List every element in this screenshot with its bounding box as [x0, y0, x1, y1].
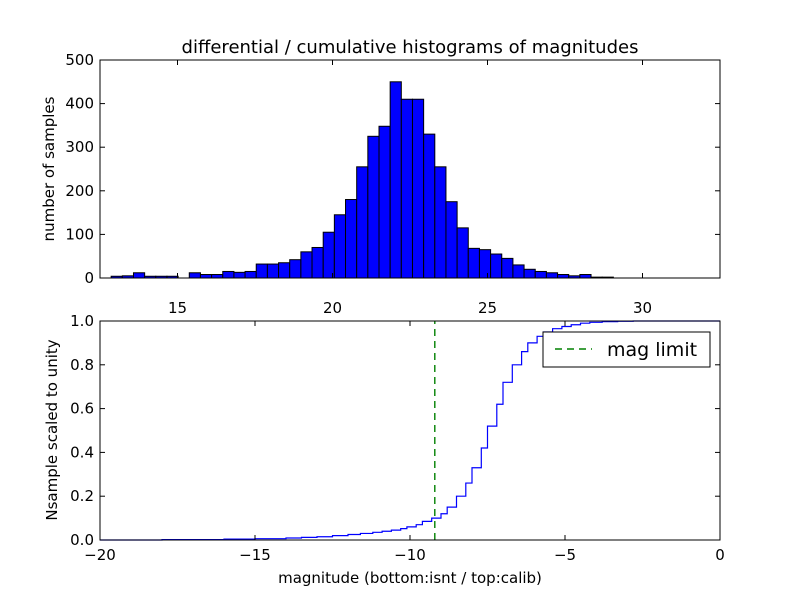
- bottom-y-ticks: 0.0 0.2 0.4 0.6 0.8 1.0: [70, 312, 720, 549]
- top-y-ticks: 0 100 200 300 400 500: [65, 51, 720, 287]
- legend: mag limit: [542, 331, 711, 368]
- histogram-bar: [579, 274, 592, 279]
- histogram-bar: [199, 274, 213, 279]
- histogram-bar: [434, 166, 447, 279]
- y-tick-label: 200: [65, 182, 94, 200]
- histogram-bar: [389, 81, 402, 279]
- cumulative-step-line: [100, 320, 720, 541]
- x-tick-label: −10: [394, 546, 426, 564]
- y-tick-label: 0.8: [70, 356, 94, 374]
- histogram-bar: [300, 251, 313, 279]
- y-tick-label: 500: [65, 51, 94, 69]
- x-tick-label: 15: [168, 299, 187, 317]
- histogram-bar: [132, 272, 146, 279]
- top-plot-frame: [99, 59, 721, 279]
- x-tick-label: 0: [715, 546, 725, 564]
- histogram-bar: [501, 257, 514, 279]
- histogram-bar: [322, 231, 335, 279]
- y-tick-label: 400: [65, 95, 94, 113]
- y-tick-label: 0.6: [70, 400, 94, 418]
- histogram-bar: [400, 98, 413, 279]
- chart-title: differential / cumulative histograms of …: [182, 37, 639, 58]
- histogram-bar: [534, 270, 547, 279]
- x-tick-label: −20: [84, 546, 116, 564]
- y-tick-label: 100: [65, 225, 94, 243]
- histogram-bar: [289, 259, 302, 279]
- histogram-bar: [311, 246, 324, 279]
- histogram-bar: [467, 247, 480, 279]
- bottom-y-axis-label: Nsample scaled to unity: [43, 339, 61, 520]
- x-tick-label: −5: [554, 546, 576, 564]
- histogram-bar: [233, 271, 246, 279]
- y-tick-label: 0.4: [70, 443, 94, 461]
- histogram-bar: [278, 262, 291, 279]
- histogram-bar: [222, 270, 235, 279]
- histogram-bar: [423, 133, 436, 279]
- histogram-bar: [512, 264, 525, 279]
- histogram-bar: [523, 268, 536, 279]
- cumulative-lines: [100, 320, 720, 541]
- y-tick-label: 300: [65, 138, 94, 156]
- histogram-bar: [255, 263, 268, 279]
- x-tick-label: 30: [633, 299, 652, 317]
- histogram-bar: [266, 263, 280, 279]
- y-tick-label: 1.0: [70, 312, 94, 330]
- legend-label-mag-limit: mag limit: [607, 339, 697, 361]
- bottom-x-ticks: −20 −15 −10 −5 0: [84, 321, 725, 564]
- x-tick-label: 25: [478, 299, 497, 317]
- histogram-bar: [478, 249, 492, 279]
- bottom-x-axis-label: magnitude (bottom:isnt / top:calib): [278, 569, 542, 587]
- histogram-bar: [545, 272, 559, 279]
- y-tick-label: 0.0: [70, 531, 94, 549]
- histogram-bar: [244, 270, 257, 279]
- top-y-axis-label: number of samples: [40, 96, 58, 241]
- histogram-bar: [378, 125, 391, 279]
- histogram-bar: [356, 166, 369, 279]
- histogram-bar: [333, 214, 347, 279]
- y-tick-label: 0: [84, 269, 94, 287]
- histogram-bar: [490, 253, 503, 279]
- histogram-bar: [445, 201, 458, 279]
- histogram-bar: [367, 135, 380, 279]
- top-x-ticks: 15 20 25 30: [168, 60, 652, 317]
- histogram-bar: [211, 274, 224, 279]
- x-tick-label: 20: [323, 299, 342, 317]
- x-tick-label: −15: [239, 546, 271, 564]
- histogram-bar: [345, 199, 358, 279]
- histogram-bar: [557, 274, 570, 279]
- histogram-bar: [188, 272, 201, 279]
- histogram-bar: [411, 98, 425, 279]
- y-tick-label: 0.2: [70, 487, 94, 505]
- histogram-bar: [456, 227, 469, 279]
